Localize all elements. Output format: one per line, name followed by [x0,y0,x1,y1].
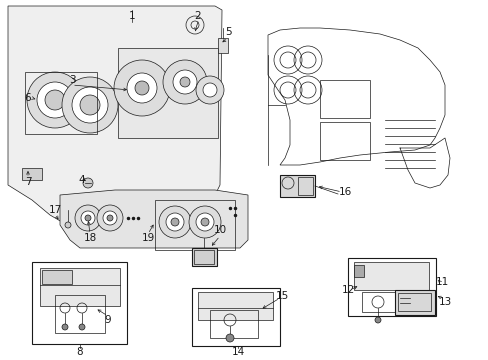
Bar [361,292,401,312]
Text: 14: 14 [231,347,244,357]
Bar [209,310,258,338]
Bar [192,248,217,266]
Circle shape [201,218,208,226]
Circle shape [196,213,214,231]
Circle shape [85,215,91,221]
Text: 17: 17 [48,205,61,215]
Circle shape [107,215,113,221]
Bar [280,175,314,197]
Circle shape [127,73,157,103]
Circle shape [45,90,65,110]
Circle shape [72,87,108,123]
Text: 9: 9 [104,315,111,325]
Bar [218,38,227,53]
Text: 6: 6 [24,93,31,103]
Bar [55,295,105,333]
Circle shape [225,334,234,342]
Polygon shape [8,6,222,222]
Text: 16: 16 [338,187,351,197]
Text: 18: 18 [83,233,97,243]
Text: 11: 11 [434,277,447,287]
Circle shape [203,83,217,97]
Circle shape [27,72,83,128]
Circle shape [165,213,183,231]
Circle shape [173,70,197,94]
Text: 12: 12 [341,285,354,295]
Circle shape [114,60,170,116]
Polygon shape [60,190,247,248]
Bar [40,268,120,306]
Text: 7: 7 [24,177,31,187]
Circle shape [62,77,118,133]
Bar [192,288,280,346]
Circle shape [196,76,224,104]
Text: 2: 2 [194,11,201,21]
Bar [394,290,434,315]
Bar [118,48,218,138]
Circle shape [135,81,149,95]
Text: 5: 5 [224,27,231,37]
Text: 15: 15 [275,291,288,301]
Bar [32,262,127,344]
Text: 10: 10 [213,225,226,235]
Bar [397,293,430,311]
Circle shape [81,211,95,225]
Bar [25,72,97,134]
Bar [353,265,363,277]
Text: 3: 3 [68,75,75,85]
Bar [194,250,214,264]
Circle shape [79,324,85,330]
Circle shape [83,178,93,188]
Bar [22,168,42,180]
Circle shape [62,324,68,330]
Bar [347,258,435,316]
Circle shape [180,77,190,87]
Circle shape [37,82,73,118]
Circle shape [65,222,71,228]
Circle shape [163,60,206,104]
Bar [319,122,369,160]
Bar [353,262,428,290]
Text: 1: 1 [128,11,135,21]
Circle shape [159,206,191,238]
Circle shape [75,205,101,231]
Circle shape [374,317,380,323]
Circle shape [103,211,117,225]
Circle shape [80,95,100,115]
Text: 8: 8 [77,347,83,357]
Bar [319,80,369,118]
Bar [42,270,72,284]
Bar [198,292,272,320]
Circle shape [171,218,179,226]
Circle shape [189,206,221,238]
Bar [155,200,235,250]
Text: 4: 4 [79,175,85,185]
Circle shape [97,205,123,231]
Text: 19: 19 [141,233,154,243]
Text: 13: 13 [437,297,451,307]
Bar [297,177,312,195]
